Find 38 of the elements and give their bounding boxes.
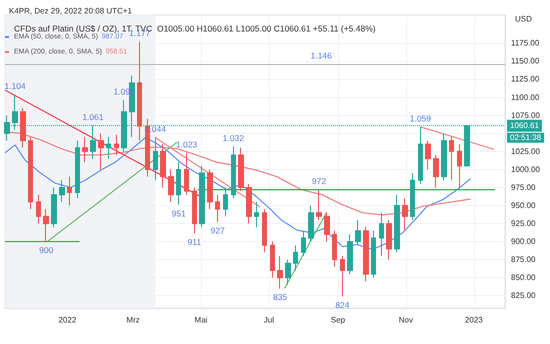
y-tick-label: 850.00 [511, 273, 536, 282]
annotation: 972 [312, 176, 326, 186]
y-tick-label: 900.00 [511, 237, 536, 246]
ref-line-label: 1060.61 [510, 121, 540, 130]
x-tick-label: Nov [398, 316, 414, 324]
chart-title: K4PR, Dez 29, 2022 20:08 UTC+1 [9, 6, 133, 16]
y-tick-label: 1075.00 [511, 110, 540, 120]
annotation: 1.032 [222, 132, 244, 143]
y-tick-label: 1100.00 [511, 92, 540, 102]
y-tick-label: 950.00 [511, 201, 536, 210]
y-tick-label: 1125.00 [511, 74, 540, 84]
annotation: 927 [210, 226, 226, 236]
y-tick-label: 875.00 [511, 255, 536, 264]
annotation: 911 [188, 237, 202, 248]
y-tick-label: 1150.00 [511, 56, 540, 66]
x-tick-label: Sep [330, 316, 346, 324]
annotation: 1.146 [310, 50, 332, 61]
annotation: 1.059 [410, 113, 432, 124]
annotation: 1.104 [4, 80, 26, 91]
annotation: 1.023 [176, 139, 198, 150]
text: 02:51:38 [510, 133, 542, 142]
y-tick-label: 825.00 [511, 291, 536, 300]
y-axis-title: USD [515, 14, 532, 24]
y-tick-label: 975.00 [511, 182, 536, 192]
annotation: 900 [39, 245, 54, 256]
y-tick-label: 925.00 [511, 219, 536, 228]
x-tick-label: Mai [194, 316, 208, 324]
y-tick-label: 1000.00 [511, 164, 540, 174]
y-tick-label: 1025.00 [511, 146, 540, 156]
x-tick-label: 2022 [58, 316, 77, 324]
x-tick-label: 2023 [464, 316, 484, 324]
annotation: 1.061 [82, 112, 104, 122]
x-tick-label: Jul [264, 316, 274, 324]
x-tick-label: Mrz [126, 316, 140, 324]
y-tick-label: 1175.00 [511, 38, 540, 48]
annotation: 835 [272, 292, 288, 302]
annotation: 824 [335, 300, 350, 310]
annotation: 951 [172, 208, 186, 218]
